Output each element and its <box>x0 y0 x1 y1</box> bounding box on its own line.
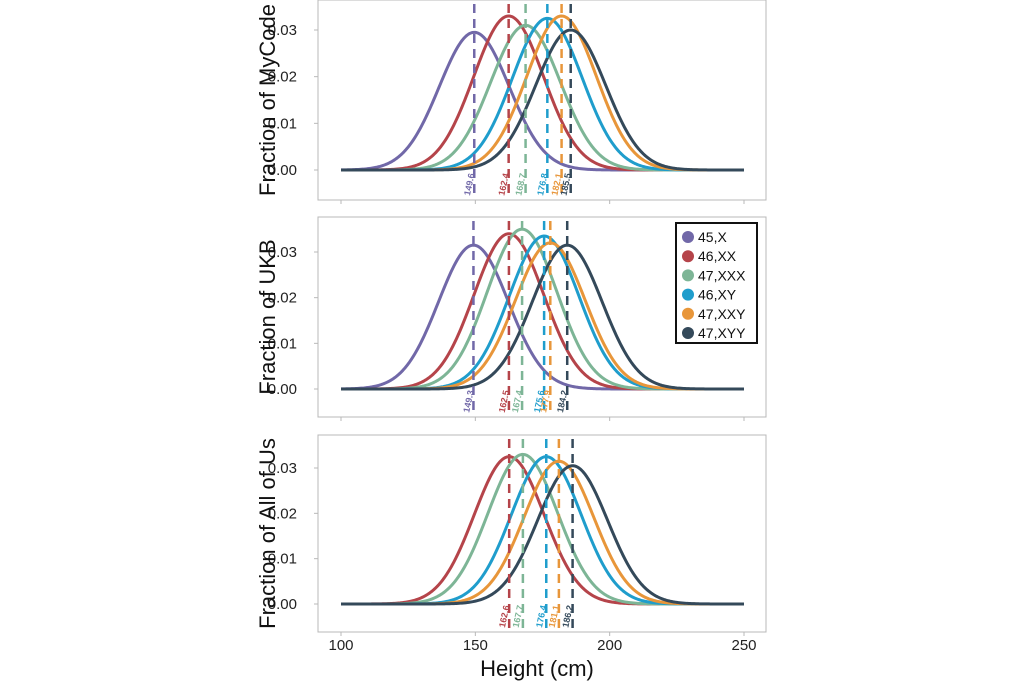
legend-marker <box>682 231 694 243</box>
legend-entry: 47,XYY <box>698 325 746 341</box>
x-tick-label: 250 <box>731 637 756 654</box>
mean-label: 168.7 <box>513 172 527 196</box>
x-tick-label: 100 <box>328 637 353 654</box>
mean-label: 185.5 <box>559 172 573 196</box>
y-axis-label: Fraction of UKB <box>255 239 280 394</box>
x-tick-label: 200 <box>597 637 622 654</box>
y-tick-label: 0.01 <box>268 335 297 352</box>
y-tick-label: 0.01 <box>268 115 297 132</box>
y-tick-label: 0.03 <box>268 22 297 39</box>
legend-entry: 47,XXX <box>698 267 746 283</box>
legend-marker <box>682 269 694 282</box>
y-tick-label: 0.03 <box>268 460 297 477</box>
mean-label: 149.3 <box>461 389 475 413</box>
mean-label: 186.2 <box>560 604 574 628</box>
mean-label: 184.2 <box>555 389 569 413</box>
legend-marker <box>682 250 694 263</box>
y-axis-label: Fraction of MyCode <box>255 4 280 196</box>
x-axis-label: Height (cm) <box>480 656 594 681</box>
legend-box <box>675 222 758 344</box>
y-tick-label: 0.02 <box>268 290 297 307</box>
legend-entry: 46,XY <box>698 287 737 303</box>
curve-47-XYY <box>340 464 745 606</box>
mean-label: 162.4 <box>496 172 510 196</box>
y-axis-label: Fraction of All of Us <box>255 438 280 629</box>
mean-label: 175.6 <box>532 389 546 413</box>
y-tick-label: 0.01 <box>268 551 297 568</box>
legend-marker <box>682 288 694 301</box>
panel-frame <box>317 0 767 201</box>
y-tick-label: 0.00 <box>268 596 297 613</box>
legend-entry: 47,XXY <box>698 306 746 322</box>
curve-47-XYY <box>340 243 745 391</box>
legend-marker <box>682 327 694 339</box>
panel-frame <box>317 434 767 633</box>
y-tick-label: 0.02 <box>268 69 297 86</box>
mean-label: 182.1 <box>549 172 563 196</box>
legend-entry: 46,XX <box>698 248 737 264</box>
mean-label: 149.6 <box>462 172 476 196</box>
mean-label: 181.1 <box>547 604 561 628</box>
mean-label: 162.5 <box>497 389 511 413</box>
curve-47-XYY <box>340 28 745 172</box>
x-tick-label: 150 <box>463 637 488 654</box>
mean-label: 167.4 <box>510 389 524 413</box>
mean-label: 167.7 <box>511 604 525 628</box>
legend-entry: 45,X <box>698 229 727 245</box>
mean-label: 162.6 <box>497 604 511 628</box>
y-tick-label: 0.03 <box>268 244 297 261</box>
mean-label: 177.9 <box>538 389 552 413</box>
mean-label: 176.4 <box>534 604 548 628</box>
legend-marker <box>682 307 694 320</box>
y-tick-label: 0.02 <box>268 505 297 522</box>
y-tick-label: 0.00 <box>268 381 297 398</box>
mean-label: 176.8 <box>535 172 549 196</box>
y-tick-label: 0.00 <box>268 162 297 179</box>
legend: 45,X 46,XX 47,XXX 46,XY 47,XXY 47,XYY <box>675 222 758 344</box>
